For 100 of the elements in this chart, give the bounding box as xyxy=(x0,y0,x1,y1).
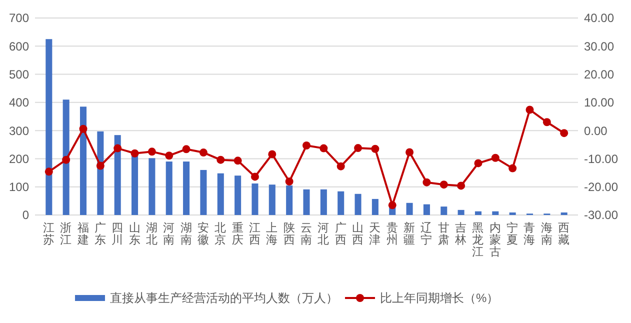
bar xyxy=(320,189,327,215)
point xyxy=(560,129,568,138)
bar xyxy=(338,191,344,215)
point xyxy=(79,124,88,133)
y-tick-label: 700 xyxy=(8,11,30,26)
y2-tick-label: 40.00 xyxy=(584,11,614,26)
point xyxy=(216,156,225,164)
point xyxy=(148,148,156,156)
point xyxy=(96,162,104,170)
bar xyxy=(286,185,293,215)
point xyxy=(371,144,380,153)
point xyxy=(130,149,139,158)
legend-label: 直接从事生产经营活动的平均人数（万人） xyxy=(110,291,338,306)
x-tick-label: 天津 xyxy=(369,222,382,247)
point xyxy=(406,148,414,156)
x-tick-label: 贵州 xyxy=(386,222,398,247)
x-tick-label: 江西 xyxy=(248,222,261,247)
point xyxy=(285,178,294,186)
x-tick-label: 黑龙江 xyxy=(472,222,484,259)
point xyxy=(542,118,551,126)
point xyxy=(457,182,466,190)
x-tick-label: 河北 xyxy=(318,222,330,247)
point xyxy=(234,156,242,165)
y-tick-label: 200 xyxy=(8,152,30,166)
y-tick-label: 0 xyxy=(22,208,30,222)
bar xyxy=(183,162,190,215)
point xyxy=(388,201,396,210)
point xyxy=(440,180,448,189)
bar xyxy=(148,158,156,215)
bar xyxy=(492,211,499,215)
bar xyxy=(80,106,87,215)
y-tick-label: 600 xyxy=(8,39,30,54)
bar xyxy=(62,100,70,215)
bar xyxy=(200,170,207,215)
bar xyxy=(423,204,430,215)
x-tick-label: 甘肃 xyxy=(438,222,450,247)
bar xyxy=(268,184,276,215)
point xyxy=(62,156,70,164)
bar xyxy=(509,212,516,215)
bar xyxy=(217,173,224,215)
x-tick-label: 宁夏 xyxy=(506,220,519,247)
point xyxy=(320,144,328,152)
x-tick-label: 陕西 xyxy=(283,222,296,247)
y2-tick-label: 10.00 xyxy=(584,96,614,110)
y2-tick-label: 20.00 xyxy=(584,67,614,82)
x-tick-label: 浙江 xyxy=(60,222,72,247)
x-tick-label: 江苏 xyxy=(42,222,55,247)
bar xyxy=(458,210,464,215)
point xyxy=(474,159,482,168)
bar xyxy=(97,131,104,215)
x-tick-label: 吉林 xyxy=(454,222,468,247)
x-tick-label: 河南 xyxy=(163,222,176,247)
bar xyxy=(440,206,448,215)
x-tick-label: 上海 xyxy=(266,222,278,247)
point xyxy=(199,148,208,157)
bar xyxy=(560,212,568,215)
point xyxy=(336,162,345,170)
bar xyxy=(132,156,138,215)
x-tick-label: 安徽 xyxy=(197,220,210,247)
x-tick-label: 北京 xyxy=(214,222,227,247)
x-tick-label: 福建 xyxy=(76,222,90,247)
point xyxy=(250,172,259,181)
x-tick-label: 山西 xyxy=(352,222,364,247)
y2-tick-label: -30.00 xyxy=(584,208,618,222)
point xyxy=(268,150,276,158)
y2-tick-label: -20.00 xyxy=(584,180,618,194)
x-tick-label: 四川 xyxy=(112,222,124,247)
point xyxy=(526,106,534,114)
bar xyxy=(303,189,310,215)
legend-label: 比上年同期增长（%） xyxy=(380,291,499,306)
x-tick-label: 重庆 xyxy=(232,222,244,247)
x-tick-label: 青海 xyxy=(524,222,536,247)
y2-tick-label: 30.00 xyxy=(584,39,614,54)
x-tick-label: 海南 xyxy=(540,222,553,247)
y-tick-label: 500 xyxy=(8,67,30,82)
bar xyxy=(252,183,258,215)
point xyxy=(165,152,174,160)
y2-tick-label: 0.00 xyxy=(584,124,608,138)
x-tick-label: 云南 xyxy=(300,222,312,247)
x-tick-label: 辽宁 xyxy=(420,222,433,247)
y-tick-label: 400 xyxy=(8,96,30,110)
x-tick-label: 山东 xyxy=(128,222,141,247)
point xyxy=(508,164,517,172)
bar xyxy=(234,176,242,215)
y-tick-label: 300 xyxy=(8,124,30,138)
bar xyxy=(114,135,121,215)
x-tick-label: 内蒙古 xyxy=(489,222,502,259)
x-tick-label: 西藏 xyxy=(558,222,570,247)
point xyxy=(491,154,500,162)
x-tick-label: 湖北 xyxy=(146,222,158,247)
point xyxy=(44,168,53,176)
bar xyxy=(474,211,482,215)
point xyxy=(114,144,122,152)
bar xyxy=(354,194,362,215)
bar xyxy=(406,202,413,215)
y2-tick-label: -10.00 xyxy=(584,152,618,166)
x-tick-label: 广西 xyxy=(334,220,347,247)
point xyxy=(422,178,431,186)
y-tick-label: 100 xyxy=(8,180,30,194)
point xyxy=(182,145,190,154)
